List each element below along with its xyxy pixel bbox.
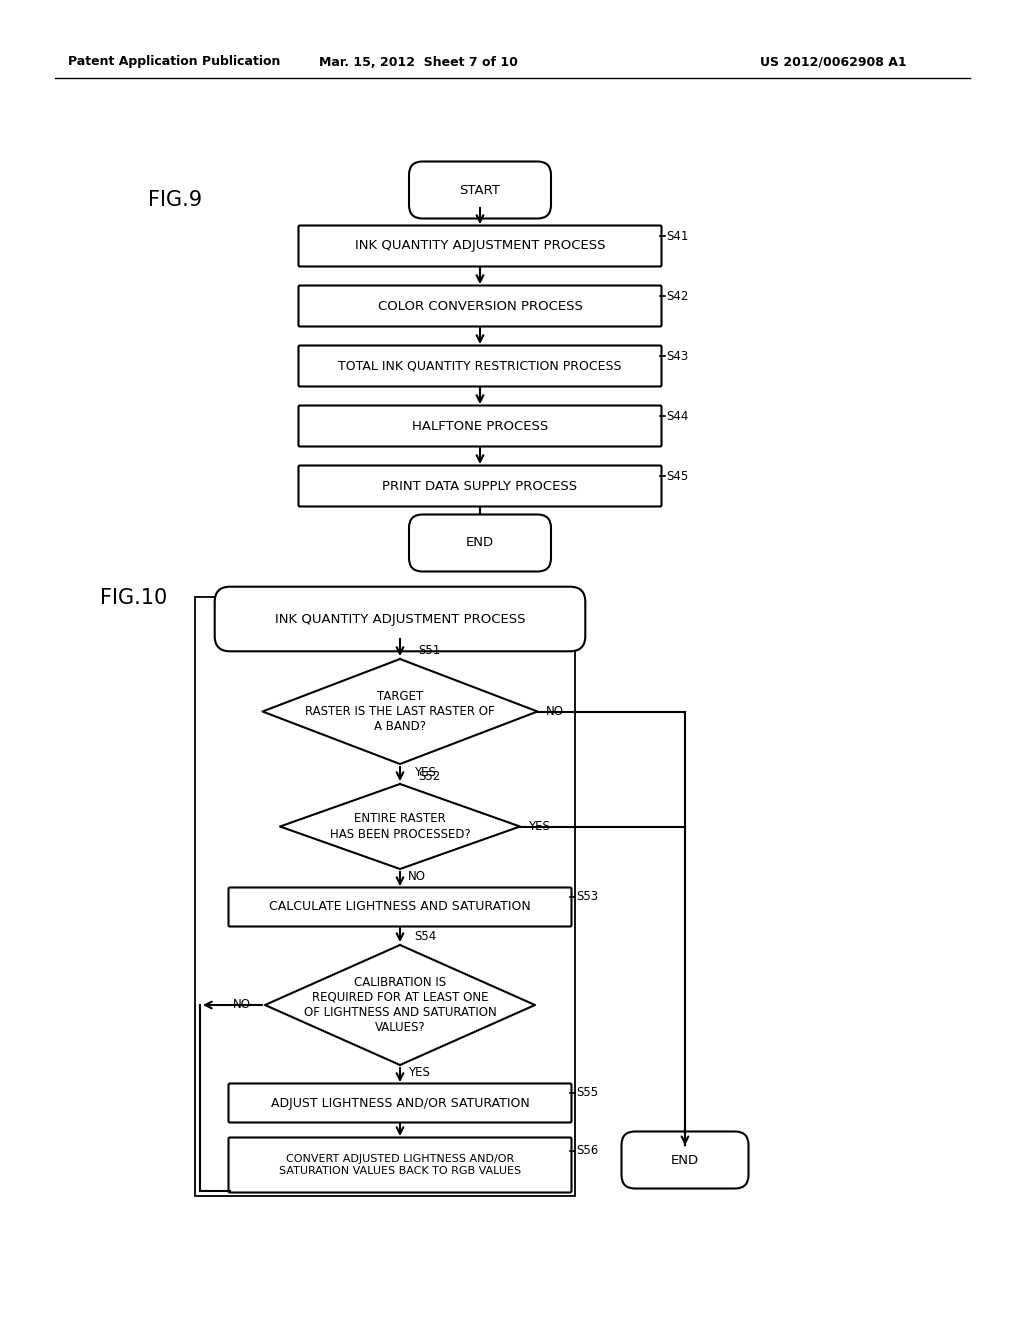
Polygon shape [262, 659, 538, 764]
Polygon shape [265, 945, 535, 1065]
FancyBboxPatch shape [299, 226, 662, 267]
Text: FIG.9: FIG.9 [148, 190, 202, 210]
Text: S56: S56 [575, 1144, 598, 1158]
Text: S54: S54 [414, 931, 436, 944]
Text: S51: S51 [418, 644, 440, 657]
Text: END: END [466, 536, 494, 549]
FancyBboxPatch shape [228, 887, 571, 927]
Text: CALIBRATION IS
REQUIRED FOR AT LEAST ONE
OF LIGHTNESS AND SATURATION
VALUES?: CALIBRATION IS REQUIRED FOR AT LEAST ONE… [304, 975, 497, 1034]
Text: PRINT DATA SUPPLY PROCESS: PRINT DATA SUPPLY PROCESS [382, 479, 578, 492]
Text: S44: S44 [666, 409, 688, 422]
Text: YES: YES [528, 820, 550, 833]
Text: NO: NO [546, 705, 563, 718]
FancyBboxPatch shape [299, 466, 662, 507]
FancyBboxPatch shape [299, 405, 662, 446]
Text: Mar. 15, 2012  Sheet 7 of 10: Mar. 15, 2012 Sheet 7 of 10 [318, 55, 517, 69]
Text: S43: S43 [666, 350, 688, 363]
Text: S45: S45 [666, 470, 688, 483]
Text: START: START [460, 183, 501, 197]
Text: INK QUANTITY ADJUSTMENT PROCESS: INK QUANTITY ADJUSTMENT PROCESS [274, 612, 525, 626]
FancyBboxPatch shape [299, 285, 662, 326]
FancyBboxPatch shape [228, 1138, 571, 1192]
Text: ADJUST LIGHTNESS AND/OR SATURATION: ADJUST LIGHTNESS AND/OR SATURATION [270, 1097, 529, 1110]
Text: CALCULATE LIGHTNESS AND SATURATION: CALCULATE LIGHTNESS AND SATURATION [269, 900, 530, 913]
Text: S42: S42 [666, 289, 688, 302]
Text: S53: S53 [575, 891, 598, 903]
FancyBboxPatch shape [215, 586, 586, 651]
Text: NO: NO [408, 870, 426, 883]
Bar [195, 597, 575, 1196]
Text: S55: S55 [575, 1086, 598, 1100]
Polygon shape [280, 784, 520, 869]
Text: INK QUANTITY ADJUSTMENT PROCESS: INK QUANTITY ADJUSTMENT PROCESS [354, 239, 605, 252]
FancyBboxPatch shape [409, 515, 551, 572]
Text: TARGET
RASTER IS THE LAST RASTER OF
A BAND?: TARGET RASTER IS THE LAST RASTER OF A BA… [305, 690, 495, 733]
Text: YES: YES [414, 766, 436, 779]
Text: TOTAL INK QUANTITY RESTRICTION PROCESS: TOTAL INK QUANTITY RESTRICTION PROCESS [338, 359, 622, 372]
Text: Patent Application Publication: Patent Application Publication [68, 55, 281, 69]
Text: S52: S52 [418, 770, 440, 783]
Text: ENTIRE RASTER
HAS BEEN PROCESSED?: ENTIRE RASTER HAS BEEN PROCESSED? [330, 813, 470, 841]
Text: HALFTONE PROCESS: HALFTONE PROCESS [412, 420, 548, 433]
Text: COLOR CONVERSION PROCESS: COLOR CONVERSION PROCESS [378, 300, 583, 313]
FancyBboxPatch shape [299, 346, 662, 387]
FancyBboxPatch shape [622, 1131, 749, 1188]
FancyBboxPatch shape [228, 1084, 571, 1122]
Text: FIG.10: FIG.10 [100, 587, 167, 609]
Text: NO: NO [233, 998, 251, 1011]
Text: CONVERT ADJUSTED LIGHTNESS AND/OR
SATURATION VALUES BACK TO RGB VALUES: CONVERT ADJUSTED LIGHTNESS AND/OR SATURA… [279, 1154, 521, 1176]
FancyBboxPatch shape [409, 161, 551, 219]
Text: END: END [671, 1154, 699, 1167]
Text: US 2012/0062908 A1: US 2012/0062908 A1 [760, 55, 906, 69]
Text: YES: YES [408, 1067, 430, 1080]
Text: S41: S41 [666, 230, 688, 243]
